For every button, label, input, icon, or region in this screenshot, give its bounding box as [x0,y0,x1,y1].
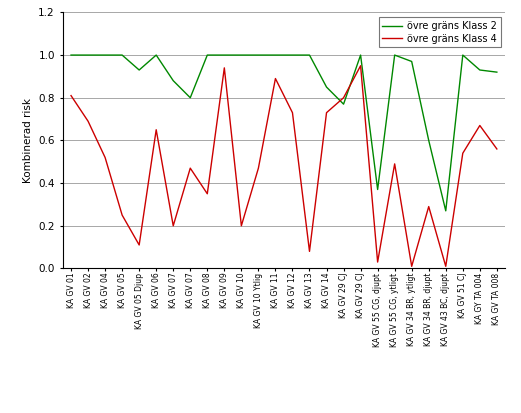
övre gräns Klass 4 [119,213,125,218]
övre gräns Klass 2 [272,52,279,57]
övre gräns Klass 2 [238,52,244,57]
övre gräns Klass 2 [477,67,483,72]
övre gräns Klass 2 [443,208,449,213]
övre gräns Klass 2 [221,52,228,57]
övre gräns Klass 2 [102,52,108,57]
övre gräns Klass 4 [443,264,449,269]
övre gräns Klass 2 [85,52,91,57]
övre gräns Klass 4 [102,155,108,160]
övre gräns Klass 2 [494,70,500,75]
övre gräns Klass 2 [306,52,313,57]
övre gräns Klass 4 [272,76,279,81]
Line: övre gräns Klass 4: övre gräns Klass 4 [71,66,497,266]
övre gräns Klass 2 [460,52,466,57]
övre gräns Klass 4 [494,147,500,152]
övre gräns Klass 2 [426,138,432,143]
övre gräns Klass 4 [460,151,466,156]
Line: övre gräns Klass 2: övre gräns Klass 2 [71,55,497,211]
övre gräns Klass 4 [68,93,74,98]
övre gräns Klass 4 [85,119,91,124]
övre gräns Klass 2 [255,52,262,57]
övre gräns Klass 4 [306,249,313,254]
övre gräns Klass 4 [255,166,262,171]
övre gräns Klass 4 [408,264,415,269]
övre gräns Klass 2 [204,52,210,57]
övre gräns Klass 4 [375,260,381,265]
övre gräns Klass 4 [238,223,244,228]
övre gräns Klass 4 [426,204,432,209]
övre gräns Klass 2 [153,52,159,57]
övre gräns Klass 4 [187,166,193,171]
övre gräns Klass 4 [204,191,210,196]
övre gräns Klass 2 [340,102,346,107]
övre gräns Klass 4 [170,223,176,228]
övre gräns Klass 2 [289,52,295,57]
övre gräns Klass 2 [324,85,330,90]
övre gräns Klass 4 [289,110,295,115]
övre gräns Klass 2 [392,52,398,57]
Y-axis label: Kombinerad risk: Kombinerad risk [23,98,33,183]
övre gräns Klass 4 [324,110,330,115]
övre gräns Klass 2 [187,95,193,100]
övre gräns Klass 4 [477,123,483,128]
övre gräns Klass 4 [340,95,346,100]
Legend: övre gräns Klass 2, övre gräns Klass 4: övre gräns Klass 2, övre gräns Klass 4 [379,17,501,47]
övre gräns Klass 4 [392,161,398,166]
övre gräns Klass 2 [68,52,74,57]
övre gräns Klass 2 [408,59,415,64]
övre gräns Klass 4 [221,65,228,70]
övre gräns Klass 2 [375,187,381,192]
övre gräns Klass 2 [170,78,176,83]
övre gräns Klass 2 [119,52,125,57]
övre gräns Klass 4 [357,63,364,68]
övre gräns Klass 4 [153,127,159,132]
övre gräns Klass 2 [136,67,142,72]
övre gräns Klass 2 [357,52,364,57]
övre gräns Klass 4 [136,242,142,247]
